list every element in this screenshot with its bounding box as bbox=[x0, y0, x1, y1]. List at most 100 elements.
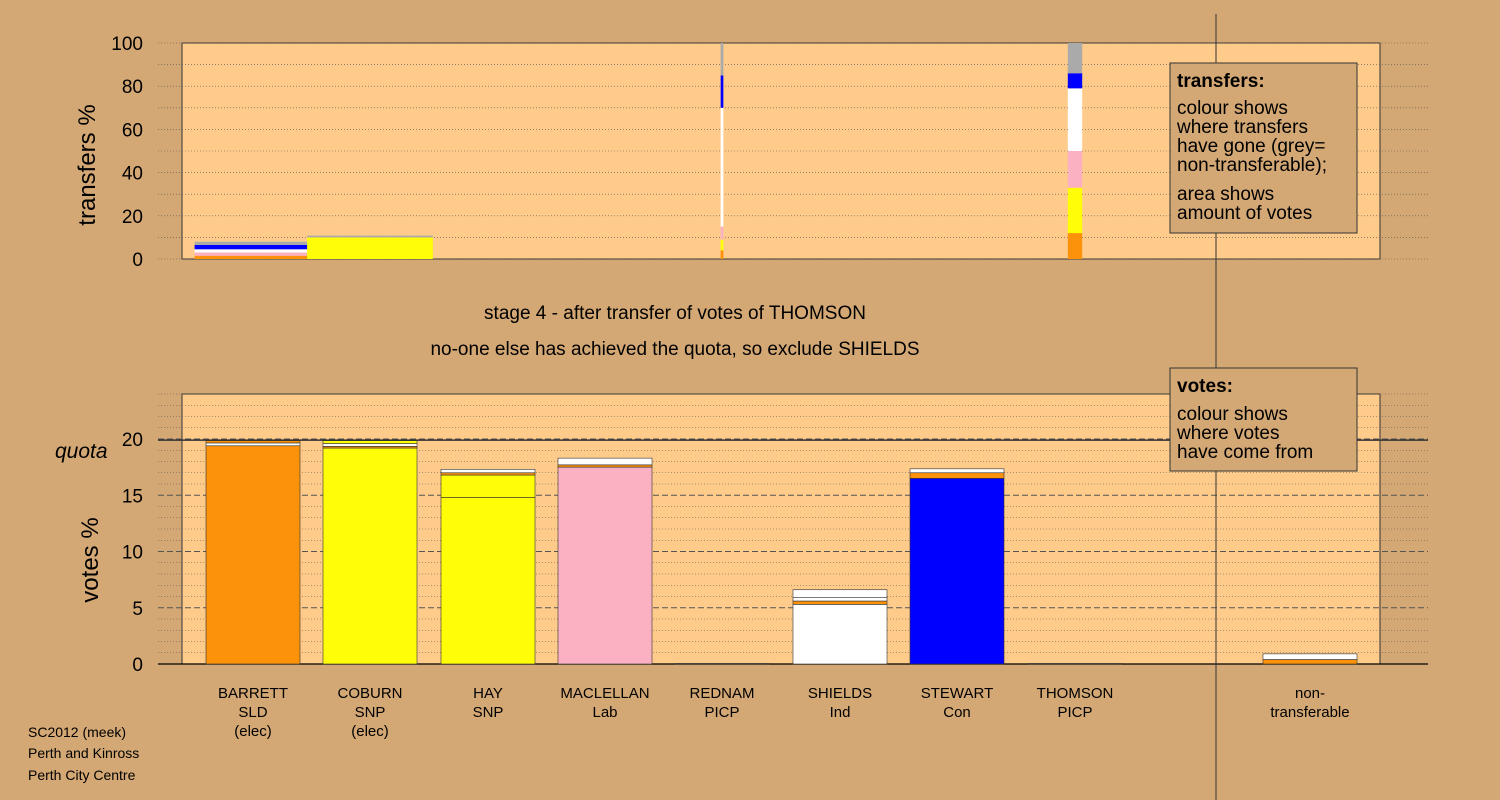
votes-y-tick-label: 20 bbox=[122, 430, 143, 451]
votes-legend-line: where votes bbox=[1176, 423, 1279, 444]
transfer-segment bbox=[1067, 88, 1083, 151]
candidate-label: THOMSON bbox=[1037, 685, 1114, 702]
votes-y-tick-label: 5 bbox=[132, 599, 143, 620]
candidate-label: STEWART bbox=[921, 685, 994, 702]
vote-segment bbox=[674, 663, 770, 665]
transfer-segment bbox=[194, 252, 312, 256]
candidate-label: (elec) bbox=[234, 723, 272, 740]
transfers-y-tick-label: 60 bbox=[122, 120, 143, 141]
transfer-bar-rednam bbox=[720, 43, 724, 259]
nontransferable-label: non- bbox=[1295, 685, 1325, 702]
transfers-legend-line: non-transferable); bbox=[1177, 155, 1327, 176]
vote-segment bbox=[792, 597, 888, 602]
vote-segment bbox=[322, 447, 418, 665]
vote-bar-maclellan bbox=[557, 457, 653, 665]
transfers-y-ticks: 0 20 40 60 80 100 bbox=[111, 34, 143, 271]
vote-segment bbox=[1027, 663, 1123, 665]
transfer-bar-thomson bbox=[1067, 43, 1083, 259]
vote-bar-non-transferable bbox=[1262, 653, 1358, 665]
vote-bar-barrett bbox=[205, 440, 301, 665]
footer-line: Perth and Kinross bbox=[28, 745, 139, 761]
vote-segment bbox=[205, 442, 301, 447]
candidate-label: COBURN bbox=[337, 685, 402, 702]
transfer-segment bbox=[1067, 43, 1083, 74]
transfer-segment bbox=[307, 235, 433, 238]
vote-segment bbox=[322, 443, 418, 447]
transfers-legend: transfers: colour shows where transfers … bbox=[1169, 62, 1358, 234]
candidate-label: SNP bbox=[473, 704, 504, 721]
transfers-legend-line: area shows bbox=[1177, 184, 1274, 205]
votes-legend: votes: colour shows where votes have com… bbox=[1169, 367, 1358, 472]
vote-segment bbox=[205, 440, 301, 444]
vote-segment bbox=[557, 464, 653, 468]
vote-segment bbox=[440, 469, 536, 474]
vote-segment bbox=[909, 472, 1005, 479]
vote-segment bbox=[205, 445, 301, 665]
transfers-y-tick-label: 20 bbox=[122, 207, 143, 228]
votes-legend-line: have come from bbox=[1177, 442, 1313, 463]
transfer-segment bbox=[307, 237, 433, 259]
vote-segment bbox=[557, 466, 653, 665]
transfer-bar-coburn bbox=[307, 235, 433, 259]
transfer-segment bbox=[1067, 233, 1083, 259]
transfers-y-tick-label: 80 bbox=[122, 77, 143, 98]
transfers-legend-title: transfers: bbox=[1177, 71, 1265, 92]
vote-bar-shields bbox=[792, 589, 888, 665]
footer-line: SC2012 (meek) bbox=[28, 724, 126, 740]
transfers-legend-box bbox=[1169, 62, 1358, 234]
nontransferable-label: transferable bbox=[1270, 704, 1349, 721]
vote-segment bbox=[909, 468, 1005, 474]
vote-segment bbox=[909, 478, 1005, 665]
transfer-segment bbox=[720, 43, 724, 76]
transfers-legend-line: colour shows bbox=[1177, 98, 1288, 119]
vote-segment bbox=[557, 457, 653, 466]
votes-y-tick-label: 10 bbox=[122, 543, 143, 564]
candidate-label: Con bbox=[943, 704, 971, 721]
footer-line: Perth City Centre bbox=[28, 767, 136, 783]
vote-bar-coburn bbox=[322, 440, 418, 665]
votes-bars bbox=[205, 440, 1358, 665]
candidate-label: (elec) bbox=[351, 723, 389, 740]
candidate-label: SLD bbox=[238, 704, 267, 721]
vote-segment bbox=[440, 474, 536, 498]
vote-bar-hay bbox=[440, 469, 536, 665]
transfer-segment bbox=[194, 244, 312, 250]
candidate-label: Ind bbox=[830, 704, 851, 721]
votes-legend-title: votes: bbox=[1177, 376, 1233, 397]
stage-title: stage 4 - after transfer of votes of THO… bbox=[484, 303, 866, 324]
transfer-segment bbox=[194, 255, 312, 259]
transfers-y-axis-label: transfers % bbox=[74, 104, 101, 225]
votes-legend-line: colour shows bbox=[1177, 404, 1288, 425]
transfers-y-tick-label: 40 bbox=[122, 164, 143, 185]
candidate-labels: BARRETT SLD (elec) COBURN SNP (elec) HAY SNP MAC… bbox=[218, 685, 1350, 740]
transfers-legend-line: where transfers bbox=[1176, 117, 1308, 138]
vote-segment bbox=[792, 600, 888, 605]
transfer-segment bbox=[720, 75, 724, 108]
vote-segment bbox=[440, 497, 536, 665]
votes-y-axis-label: votes % bbox=[77, 517, 104, 602]
vote-segment bbox=[1262, 653, 1358, 660]
transfers-legend-line: have gone (grey= bbox=[1177, 136, 1325, 157]
vote-segment bbox=[792, 604, 888, 665]
votes-legend-box bbox=[1169, 367, 1358, 472]
transfer-segment bbox=[1067, 187, 1083, 234]
transfer-segment bbox=[194, 249, 312, 253]
candidate-label: SHIELDS bbox=[808, 685, 872, 702]
transfers-y-tick-label: 0 bbox=[132, 250, 143, 271]
vote-bar-rednam bbox=[674, 663, 770, 665]
candidate-label: SNP bbox=[355, 704, 386, 721]
vote-segment bbox=[792, 589, 888, 598]
vote-segment bbox=[1262, 659, 1358, 665]
candidate-label: PICP bbox=[1057, 704, 1092, 721]
vote-bar-stewart bbox=[909, 468, 1005, 665]
transfers-bars bbox=[194, 43, 1083, 259]
candidate-label: REDNAM bbox=[689, 685, 754, 702]
candidate-label: Lab bbox=[592, 704, 617, 721]
vote-bar-thomson bbox=[1027, 663, 1123, 665]
candidate-label: BARRETT bbox=[218, 685, 288, 702]
transfer-segment bbox=[194, 241, 312, 245]
transfer-segment bbox=[720, 239, 724, 251]
votes-y-ticks: 0 5 10 15 20 bbox=[122, 430, 143, 676]
transfer-segment bbox=[720, 107, 724, 227]
transfer-segment bbox=[1067, 73, 1083, 89]
